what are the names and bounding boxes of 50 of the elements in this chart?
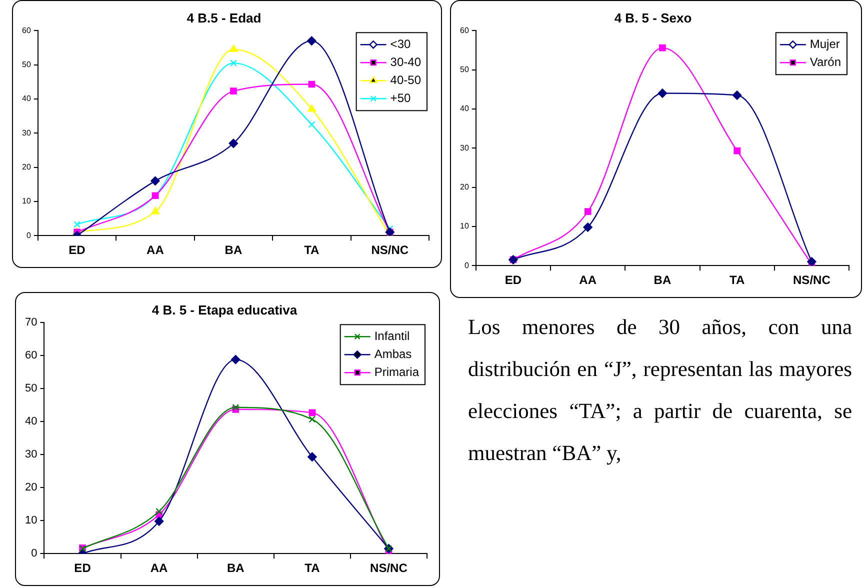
- x-tick-label: AA: [150, 561, 168, 576]
- legend-label: 40-50: [390, 72, 422, 87]
- legend-label: Mujer: [810, 36, 840, 51]
- legend-label: +50: [390, 90, 411, 105]
- y-tick-label: 0: [26, 230, 32, 240]
- y-tick-label: 50: [22, 60, 32, 69]
- x-tick-label: ED: [504, 273, 522, 288]
- legend-label: Varón: [810, 54, 842, 69]
- x-tick-label: BA: [226, 561, 245, 576]
- y-tick-label: 50: [24, 382, 38, 395]
- y-tick-label: 20: [22, 162, 32, 172]
- y-tick-label: 60: [22, 26, 32, 35]
- legend-label: Infantil: [374, 328, 410, 343]
- chart-title: 4 B. 5 - Sexo: [614, 10, 692, 26]
- x-tick-label: AA: [146, 243, 164, 258]
- x-tick-label: ED: [68, 243, 86, 258]
- legend-label: 30-40: [390, 54, 422, 69]
- legend-label: Primaria: [374, 364, 420, 379]
- y-tick-label: 0: [464, 260, 470, 270]
- chart-title: 4 B. 5 - Etapa educativa: [152, 302, 298, 318]
- y-tick-label: 10: [460, 222, 470, 231]
- chart-title: 4 B.5 - Edad: [186, 10, 262, 26]
- x-tick-label: NS/NC: [370, 561, 408, 576]
- x-tick-label: BA: [654, 273, 672, 288]
- y-tick-label: 10: [22, 196, 32, 206]
- y-tick-label: 30: [22, 128, 32, 138]
- y-tick-label: 60: [460, 26, 470, 35]
- x-tick-label: TA: [304, 561, 320, 576]
- x-tick-label: NS/NC: [793, 273, 831, 288]
- y-tick-label: 40: [460, 104, 470, 114]
- text: Los menores de 30 años, con una distribución en “J”, representan las mayores elecciones “TA”; a partir de cuarenta, se muestran “BA” y,: [468, 314, 852, 467]
- y-tick-label: 70: [24, 316, 38, 329]
- x-tick-label: AA: [579, 273, 597, 288]
- x-tick-label: BA: [224, 243, 242, 258]
- y-tick-label: 60: [24, 350, 38, 362]
- y-tick-label: 30: [24, 448, 38, 461]
- x-tick-label: TA: [304, 243, 320, 258]
- y-tick-label: 10: [24, 514, 38, 527]
- legend-label: <30: [390, 36, 411, 51]
- y-tick-label: 40: [24, 416, 38, 428]
- x-tick-label: ED: [74, 561, 92, 576]
- legend-label: Ambas: [374, 346, 412, 361]
- y-tick-label: 40: [22, 94, 32, 104]
- y-tick-label: 20: [460, 182, 470, 192]
- y-tick-label: 0: [31, 548, 38, 560]
- y-tick-label: 50: [460, 64, 470, 74]
- x-tick-label: TA: [730, 273, 745, 288]
- y-tick-label: 30: [460, 143, 470, 152]
- x-tick-label: NS/NC: [371, 243, 409, 258]
- y-tick-label: 20: [24, 482, 38, 494]
